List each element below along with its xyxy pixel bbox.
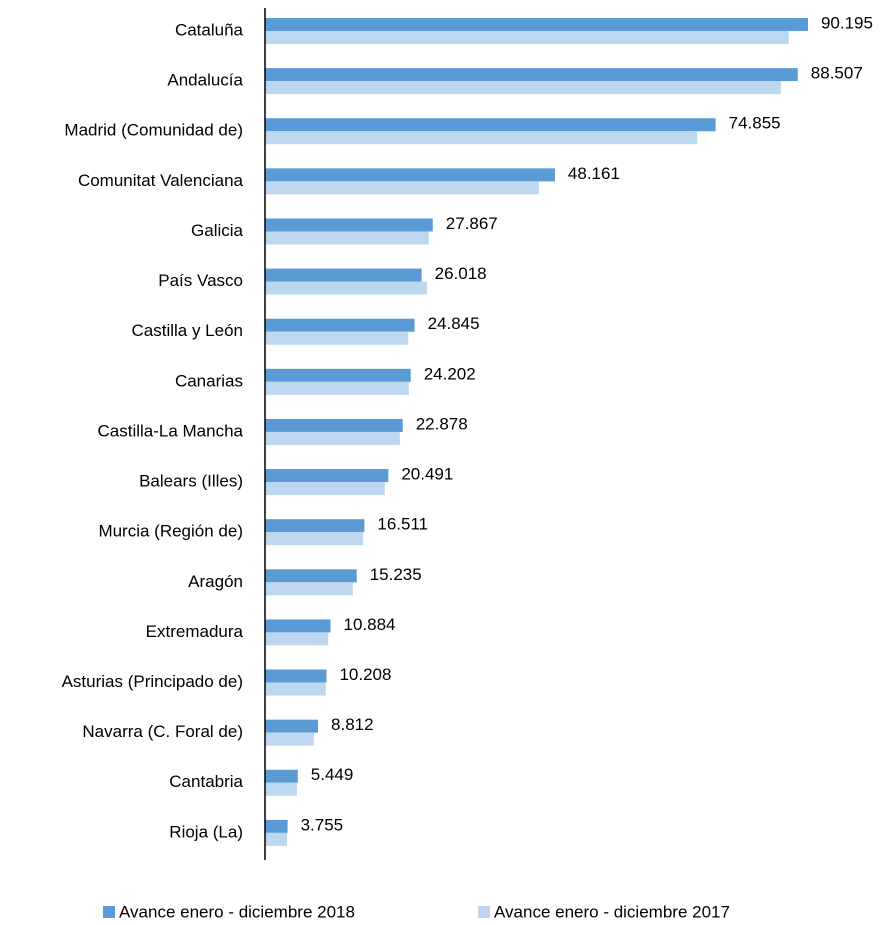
category-label: Castilla y León (131, 321, 243, 340)
value-label: 10.884 (344, 615, 396, 634)
bar (265, 218, 433, 232)
value-label: 20.491 (401, 465, 453, 484)
value-label: 5.449 (311, 765, 354, 784)
value-label: 27.867 (446, 214, 498, 233)
bar (265, 532, 364, 546)
category-label: Balears (Illes) (139, 472, 243, 491)
bar (265, 131, 698, 145)
bar (265, 268, 422, 282)
category-label: Asturias (Principado de) (62, 672, 243, 691)
category-label: Canarias (175, 371, 243, 390)
bar (265, 431, 400, 445)
bar (265, 118, 716, 132)
category-label: Cataluña (175, 20, 244, 39)
bar (265, 832, 287, 846)
bar (265, 231, 429, 245)
value-label: 10.208 (339, 665, 391, 684)
bar (265, 819, 288, 833)
legend-swatch (103, 906, 115, 918)
bar (265, 732, 314, 746)
category-label: Rioja (La) (169, 822, 243, 841)
legend-label: Avance enero - diciembre 2018 (119, 902, 355, 921)
bar (265, 782, 297, 796)
bar (265, 81, 781, 95)
bar (265, 719, 319, 733)
bar (265, 482, 385, 496)
value-label: 88.507 (811, 64, 863, 83)
category-label: Madrid (Comunidad de) (64, 121, 243, 140)
value-label: 24.202 (424, 364, 476, 383)
bar (265, 619, 331, 633)
bar (265, 632, 329, 646)
category-label: Murcia (Región de) (98, 522, 243, 541)
value-label: 16.511 (377, 515, 428, 534)
bar (265, 318, 415, 332)
category-label: Castilla-La Mancha (97, 421, 243, 440)
bar (265, 281, 427, 295)
bar (265, 181, 539, 195)
category-label: Aragón (188, 572, 243, 591)
bar (265, 469, 389, 483)
value-label: 74.855 (729, 114, 781, 133)
bar (265, 418, 403, 432)
bar (265, 31, 789, 44)
bar (265, 381, 409, 395)
bar (265, 18, 808, 31)
bar (265, 769, 298, 783)
value-label: 24.845 (428, 314, 480, 333)
bar (265, 168, 555, 182)
category-label: Galicia (191, 221, 244, 240)
category-label: Extremadura (146, 622, 244, 641)
category-label: Navarra (C. Foral de) (82, 722, 243, 741)
bar (265, 582, 353, 596)
value-label: 22.878 (416, 414, 468, 433)
legend-label: Avance enero - diciembre 2017 (494, 902, 730, 921)
category-label: Comunitat Valenciana (78, 171, 244, 190)
bar (265, 682, 326, 696)
value-label: 8.812 (331, 715, 374, 734)
bar (265, 331, 409, 345)
category-label: País Vasco (158, 271, 243, 290)
bar (265, 669, 327, 683)
bar (265, 569, 357, 583)
value-label: 15.235 (370, 565, 422, 584)
bar (265, 368, 411, 382)
value-label: 48.161 (568, 164, 620, 183)
value-label: 3.755 (301, 815, 344, 834)
bar (265, 68, 798, 82)
category-label: Andalucía (167, 71, 243, 90)
bar (265, 519, 365, 533)
value-label: 26.018 (435, 264, 487, 283)
category-label: Cantabria (169, 772, 243, 791)
legend-swatch (478, 906, 490, 918)
value-label: 90.195 (821, 13, 873, 32)
